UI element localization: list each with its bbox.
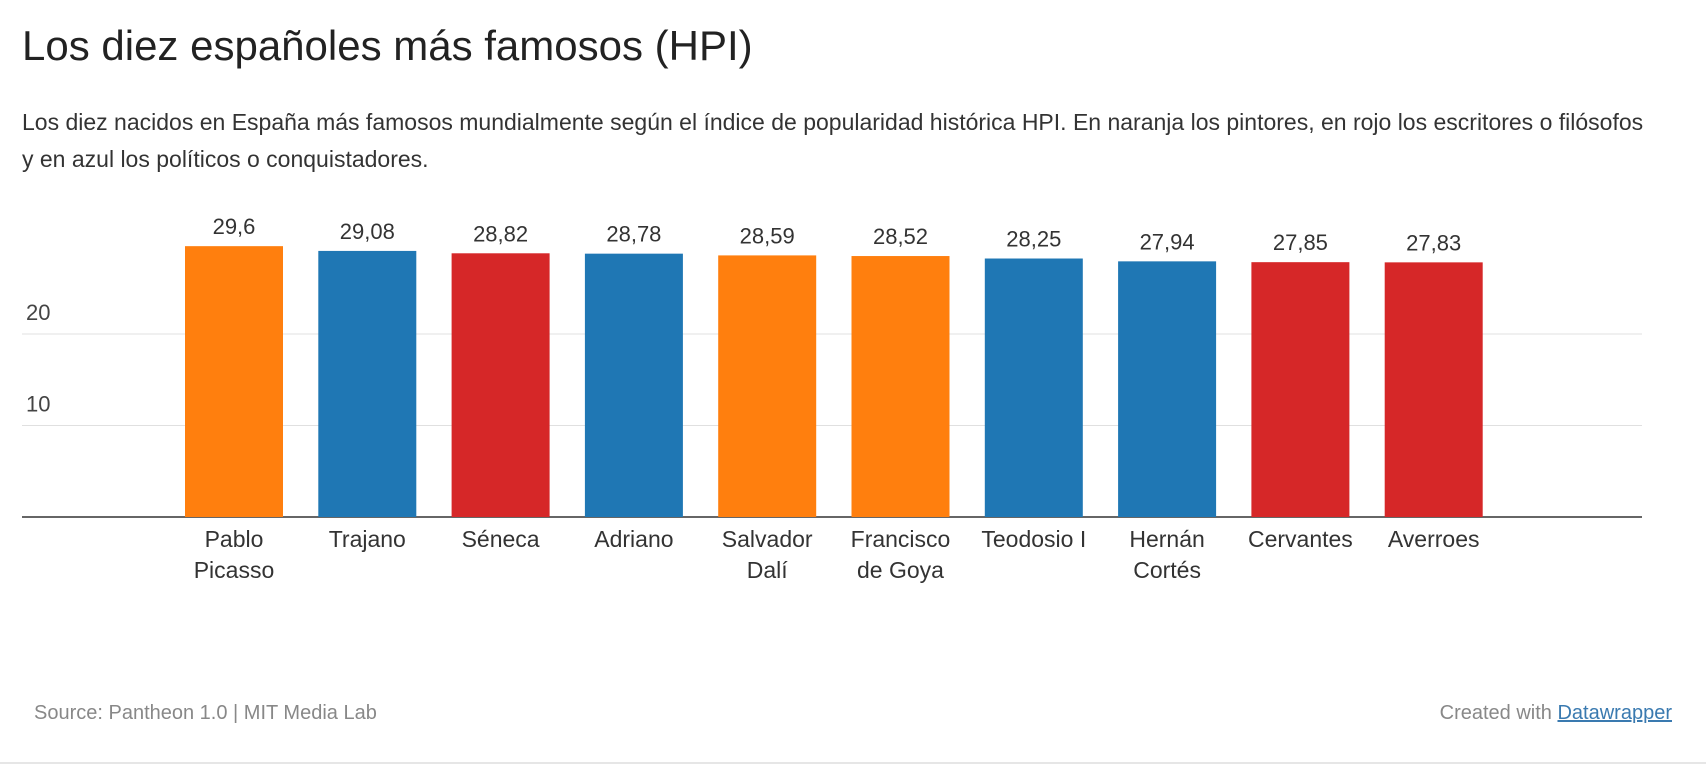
bar: [851, 256, 950, 517]
x-tick-label: de Goya: [857, 557, 944, 583]
bar: [318, 250, 417, 517]
x-tick-label: Salvador: [722, 526, 813, 552]
chart-title: Los diez españoles más famosos (HPI): [22, 22, 753, 69]
x-tick-label: Séneca: [462, 526, 540, 552]
bar: [718, 255, 817, 517]
bar-layer: [185, 246, 1483, 517]
bar: [584, 253, 683, 517]
x-tick-label: Hernán: [1129, 526, 1204, 552]
credit-prefix: Created with: [1439, 702, 1552, 724]
grid-layer: 10 20: [22, 300, 1642, 518]
source-note: Source: Pantheon 1.0 | MIT Media Lab: [34, 702, 377, 724]
label-layer: 29,6 Pablo Picasso 29,08 Trajano 28,82 Séneca 2…: [194, 214, 1480, 583]
x-tick-label: Dalí: [747, 557, 789, 583]
bottom-divider: [0, 762, 1706, 764]
bar: [185, 246, 283, 517]
value-label: 28,82: [473, 221, 528, 246]
value-label: 28,52: [873, 224, 928, 249]
value-label: 27,94: [1140, 229, 1195, 254]
bar: [1384, 262, 1483, 517]
x-tick-label: Trajano: [329, 526, 406, 552]
value-label: 28,59: [740, 223, 795, 248]
value-label: 27,85: [1273, 230, 1328, 255]
datawrapper-link[interactable]: Datawrapper: [1557, 702, 1672, 724]
value-label: 28,25: [1006, 227, 1061, 252]
y-tick-label: 10: [26, 392, 50, 417]
x-tick-label: Teodosio I: [981, 526, 1086, 552]
credit-note: Created with Datawrapper: [1440, 702, 1672, 725]
value-label: 27,83: [1406, 230, 1461, 255]
bar: [984, 258, 1083, 517]
x-tick-label: Cervantes: [1248, 526, 1353, 552]
bar: [1118, 261, 1217, 517]
x-tick-label: Cortés: [1133, 557, 1201, 583]
bar: [451, 253, 550, 517]
x-tick-label: Pablo: [205, 526, 264, 552]
x-tick-label: Francisco: [851, 526, 951, 552]
bar-chart: 10 20 29,6 Pablo Picasso 29,08 Trajano 28,82 Sé…: [22, 214, 1642, 583]
chart-subtitle: Los diez nacidos en España más famosos m…: [22, 109, 1644, 172]
value-label: 29,6: [213, 214, 256, 239]
bar: [1251, 262, 1350, 517]
x-tick-label: Picasso: [194, 557, 275, 583]
value-label: 28,78: [606, 222, 661, 247]
x-tick-label: Adriano: [594, 526, 673, 552]
y-tick-label: 20: [26, 300, 50, 325]
value-label: 29,08: [340, 219, 395, 244]
x-tick-label: Averroes: [1388, 526, 1480, 552]
